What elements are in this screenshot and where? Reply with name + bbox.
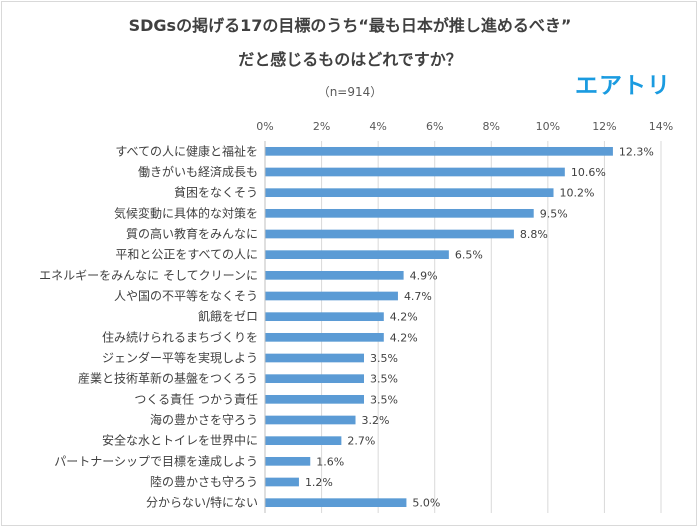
data-label: 2.7% bbox=[347, 435, 375, 448]
bar bbox=[265, 498, 407, 508]
bar bbox=[265, 374, 364, 384]
bar bbox=[265, 229, 514, 239]
data-label: 4.2% bbox=[390, 311, 418, 324]
data-label: 3.5% bbox=[370, 352, 398, 365]
bar bbox=[265, 436, 342, 446]
category-label: ジェンダー平等を実現しよう bbox=[102, 350, 258, 365]
data-label: 4.2% bbox=[390, 331, 418, 344]
category-label: 貧困をなくそう bbox=[174, 186, 258, 200]
tick-label: 14% bbox=[649, 120, 673, 133]
category-label: 質の高い教育をみんなに bbox=[126, 226, 258, 241]
tick-label: 10% bbox=[536, 120, 560, 133]
category-label: 産業と技術革新の基盤をつくろう bbox=[78, 371, 258, 386]
category-labels: すべての人に健康と福祉を働きがいも経済成長も貧困をなくそう気候変動に具体的な対策… bbox=[39, 143, 258, 509]
data-label: 1.6% bbox=[316, 455, 344, 468]
data-label: 1.2% bbox=[305, 476, 333, 489]
bar bbox=[265, 332, 384, 342]
data-label: 6.5% bbox=[455, 249, 483, 262]
data-label: 9.5% bbox=[540, 207, 568, 220]
bar bbox=[265, 394, 364, 404]
chart-title-line2: だと感じるものはどれですか？ bbox=[238, 50, 462, 69]
bar bbox=[265, 415, 356, 425]
bars bbox=[265, 146, 613, 508]
category-label: すべての人に健康と福祉を bbox=[115, 143, 258, 158]
category-label: 分からない/特にない bbox=[146, 495, 258, 510]
bar bbox=[265, 146, 613, 156]
chart-title-line1: SDGsの掲げる17の目標のうち“最も日本が推し進めるべき” bbox=[128, 16, 572, 35]
category-label: つくる責任 つかう責任 bbox=[134, 392, 258, 406]
category-label: 働きがいも経済成長も bbox=[138, 164, 258, 179]
data-label: 3.2% bbox=[362, 414, 390, 427]
category-label: 平和と公正をすべての人に bbox=[115, 248, 258, 262]
bar bbox=[265, 167, 565, 177]
category-label: 気候変動に具体的な対策を bbox=[114, 205, 258, 220]
category-label: 海の豊かさを守ろう bbox=[150, 412, 258, 427]
x-axis-ticks: 0% 2% 4% 6% 8% 10% 12% 14% bbox=[256, 120, 673, 133]
bar bbox=[265, 250, 449, 260]
tick-label: 2% bbox=[313, 120, 330, 133]
bar bbox=[265, 270, 404, 280]
bar bbox=[265, 477, 299, 487]
tick-label: 8% bbox=[483, 120, 500, 133]
bar bbox=[265, 353, 364, 363]
bar bbox=[265, 208, 534, 218]
data-label: 10.2% bbox=[560, 187, 595, 200]
data-label: 8.8% bbox=[520, 228, 548, 241]
chart-subtitle: （n=914） bbox=[317, 85, 383, 99]
bar bbox=[265, 291, 398, 301]
data-label: 3.5% bbox=[370, 373, 398, 386]
data-label: 4.9% bbox=[410, 269, 438, 282]
data-label: 5.0% bbox=[412, 497, 440, 510]
category-label: 住み続けられるまちづくりを bbox=[102, 330, 258, 344]
category-label: エネルギーをみんなに そしてクリーンに bbox=[39, 268, 258, 282]
bar bbox=[265, 188, 554, 198]
tick-label: 6% bbox=[426, 120, 443, 133]
tick-label: 0% bbox=[256, 120, 273, 133]
brand-logo: エアトリ bbox=[575, 73, 671, 99]
data-label: 10.6% bbox=[571, 166, 606, 179]
data-label: 4.7% bbox=[404, 290, 432, 303]
data-labels: 12.3% 10.6% 10.2% 9.5% 8.8% 6.5% 4.9% 4.7% 4.2% 4… bbox=[305, 145, 654, 509]
bar bbox=[265, 312, 384, 322]
category-label: 安全な水とトイレを世界中に bbox=[102, 433, 258, 448]
tick-label: 12% bbox=[592, 120, 616, 133]
data-label: 3.5% bbox=[370, 393, 398, 406]
category-label: 飢餓をゼロ bbox=[198, 309, 258, 324]
category-label: パートナーシップで目標を達成しよう bbox=[54, 454, 258, 468]
category-label: 陸の豊かさも守ろう bbox=[150, 475, 258, 489]
tick-label: 4% bbox=[369, 120, 386, 133]
bar bbox=[265, 456, 311, 466]
data-label: 12.3% bbox=[619, 145, 654, 158]
category-label: 人や国の不平等をなくそう bbox=[114, 289, 258, 303]
